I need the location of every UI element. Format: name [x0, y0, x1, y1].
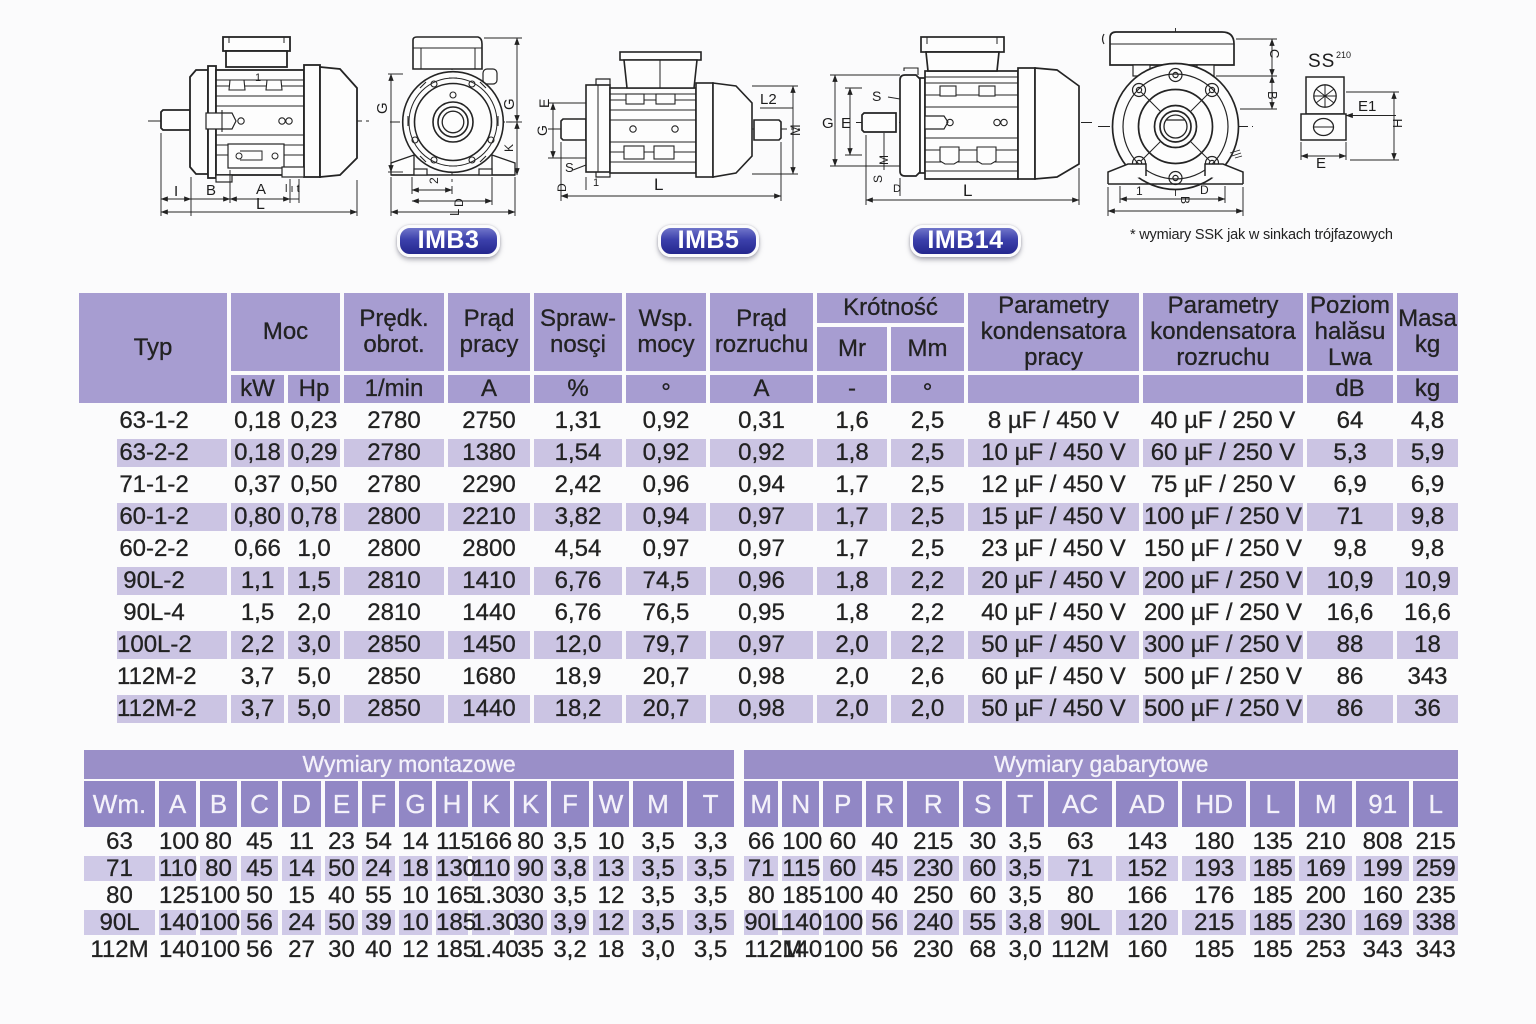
svg-text:L: L — [256, 196, 265, 213]
svg-text:D: D — [452, 198, 466, 207]
svg-text:L: L — [654, 175, 663, 194]
svg-text:1: 1 — [255, 72, 261, 84]
svg-text:2: 2 — [427, 177, 441, 184]
svg-text:K: K — [502, 144, 516, 152]
svg-text:L2: L2 — [760, 91, 777, 108]
svg-text:S: S — [565, 160, 574, 175]
svg-text:D: D — [893, 183, 901, 195]
svg-text:G: G — [374, 102, 391, 114]
svg-text:L: L — [963, 181, 972, 200]
svg-text:1: 1 — [1136, 184, 1143, 198]
svg-text:L: L — [447, 209, 462, 216]
svg-text:D: D — [555, 183, 569, 192]
svg-text:I: I — [174, 183, 178, 200]
svg-text:l ı t: l ı t — [285, 183, 300, 195]
svg-text:B: B — [1178, 196, 1192, 204]
svg-text:E: E — [841, 115, 851, 132]
svg-text:SS: SS — [1308, 51, 1335, 72]
svg-text:G: G — [534, 125, 550, 136]
svg-text:B: B — [206, 182, 216, 199]
svg-text:S: S — [872, 88, 881, 104]
svg-text:G: G — [822, 115, 834, 132]
svg-text:E: E — [1316, 155, 1326, 172]
svg-text:D: D — [1200, 183, 1209, 197]
svg-text:M: M — [787, 124, 803, 136]
svg-text:210: 210 — [1336, 50, 1351, 60]
svg-text:E: E — [536, 99, 552, 108]
svg-text:E1: E1 — [1358, 98, 1376, 115]
svg-text:1: 1 — [593, 177, 599, 189]
svg-text:S: S — [871, 175, 885, 183]
svg-text:B: B — [1265, 91, 1280, 100]
svg-text:M: M — [877, 155, 891, 165]
svg-text:G: G — [501, 98, 518, 110]
svg-text:H: H — [1390, 119, 1405, 128]
svg-text:A: A — [256, 181, 266, 198]
svg-text:C: C — [1267, 49, 1282, 58]
